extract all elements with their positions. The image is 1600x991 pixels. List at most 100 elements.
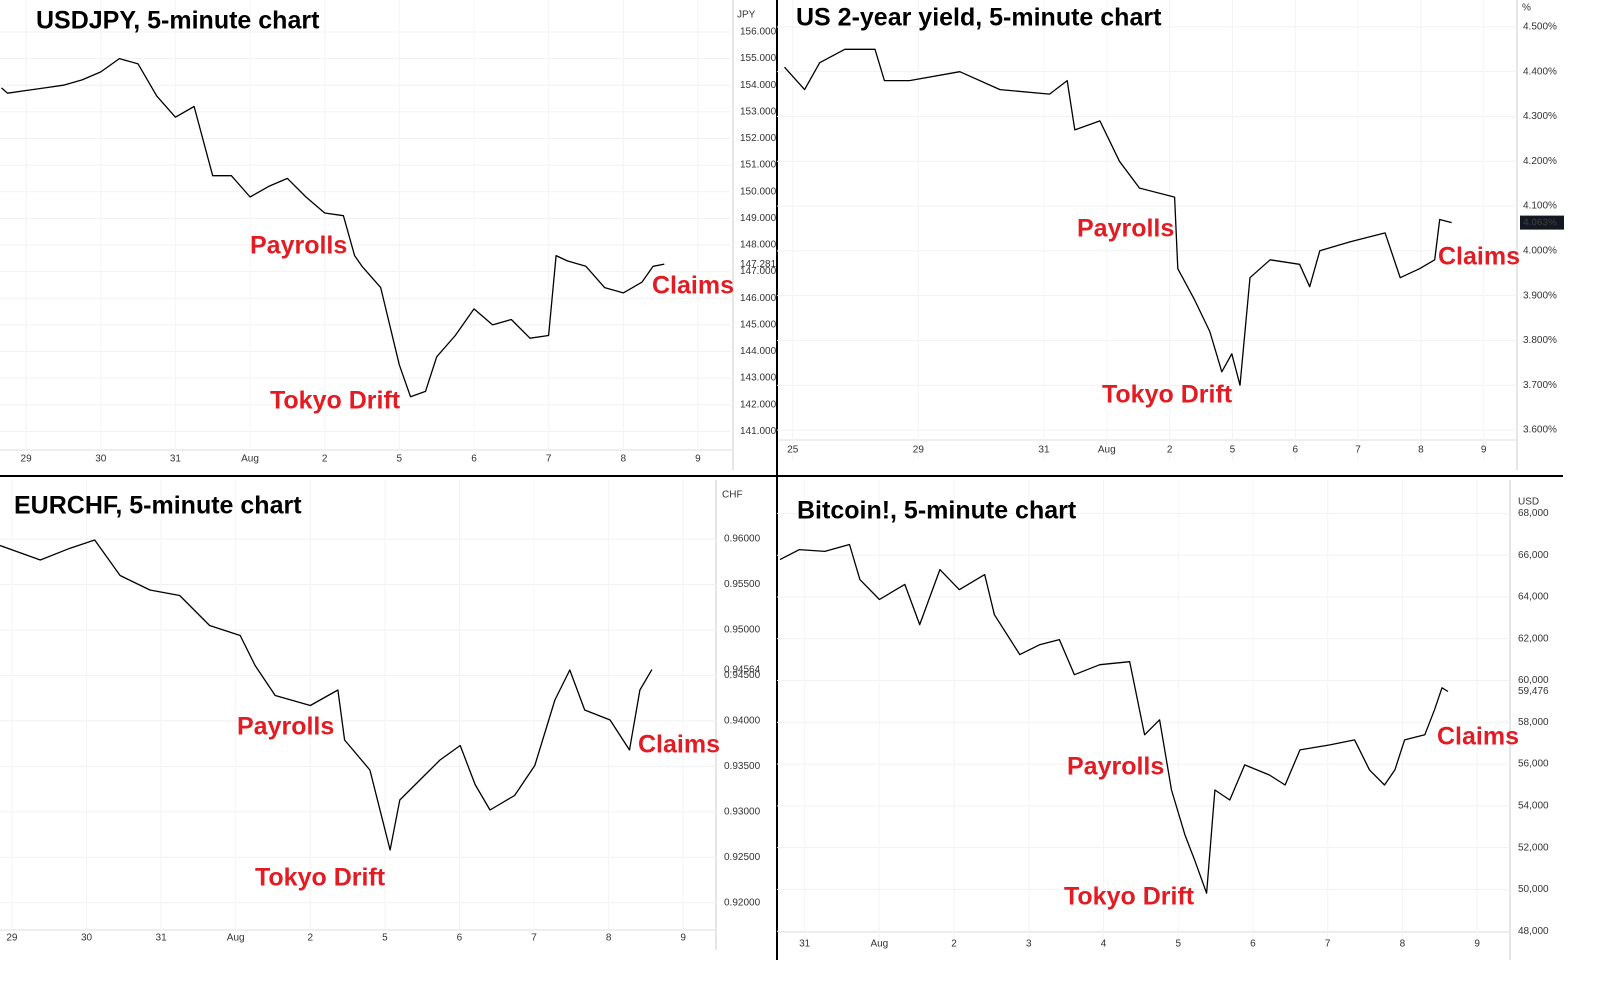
- y-tick-label: 141.000: [740, 426, 777, 437]
- y-tick-label: 154.000: [740, 80, 777, 91]
- annotation: Tokyo Drift: [255, 864, 386, 892]
- y-tick-label: 3.900%: [1523, 290, 1557, 301]
- axis-unit: JPY: [737, 10, 756, 21]
- annotation: Tokyo Drift: [1102, 381, 1233, 409]
- annotation: Payrolls: [1067, 753, 1164, 781]
- x-tick-label: 25: [787, 445, 799, 456]
- x-tick-label: 3: [1026, 939, 1032, 950]
- y-tick-label: 68,000: [1518, 508, 1549, 519]
- x-tick-label: Aug: [870, 939, 888, 950]
- y-tick-label: 146.000: [740, 293, 777, 304]
- y-tick-label: 4.100%: [1523, 201, 1557, 212]
- last-value-label: 147.281: [740, 259, 777, 270]
- x-tick-label: 9: [1474, 939, 1480, 950]
- x-tick-label: 5: [1175, 939, 1181, 950]
- y-tick-label: 62,000: [1518, 633, 1549, 644]
- y-tick-label: 52,000: [1518, 842, 1549, 853]
- x-tick-label: 7: [1355, 445, 1361, 456]
- x-tick-label: 6: [1250, 939, 1256, 950]
- x-tick-label: 7: [531, 933, 537, 944]
- x-tick-label: 6: [1292, 445, 1298, 456]
- y-tick-label: 4.000%: [1523, 245, 1557, 256]
- y-tick-label: 148.000: [740, 240, 777, 251]
- y-tick-label: 4.500%: [1523, 22, 1557, 33]
- y-tick-label: 66,000: [1518, 550, 1549, 561]
- y-tick-label: 151.000: [740, 160, 777, 171]
- y-tick-label: 149.000: [740, 213, 777, 224]
- annotation: Tokyo Drift: [270, 387, 401, 415]
- x-tick-label: 9: [680, 933, 686, 944]
- y-tick-label: 142.000: [740, 399, 777, 410]
- annotation: Payrolls: [237, 713, 334, 741]
- x-tick-label: 30: [81, 933, 93, 944]
- x-tick-label: 2: [951, 939, 957, 950]
- chart-title: USDJPY, 5-minute chart: [36, 7, 320, 35]
- x-tick-label: 8: [1418, 445, 1424, 456]
- y-tick-label: 150.000: [740, 186, 777, 197]
- y-tick-label: 155.000: [740, 53, 777, 64]
- y-tick-label: 60,000: [1518, 675, 1549, 686]
- y-tick-label: 152.000: [740, 133, 777, 144]
- last-value-label: 0.94564: [724, 664, 761, 675]
- x-tick-label: 29: [6, 933, 18, 944]
- x-tick-label: 30: [95, 454, 107, 465]
- x-tick-label: Aug: [1098, 445, 1116, 456]
- x-tick-label: 5: [397, 454, 403, 465]
- y-tick-label: 0.93500: [724, 761, 761, 772]
- x-tick-label: 31: [170, 454, 182, 465]
- x-tick-label: Aug: [241, 454, 259, 465]
- x-tick-label: 7: [1325, 939, 1331, 950]
- y-tick-label: 0.94500: [724, 670, 761, 681]
- annotation: Claims: [652, 272, 734, 300]
- x-tick-label: 5: [1230, 445, 1236, 456]
- y-tick-label: 144.000: [740, 346, 777, 357]
- y-tick-label: 48,000: [1518, 926, 1549, 937]
- y-tick-label: 0.92500: [724, 852, 761, 863]
- x-tick-label: 29: [913, 445, 925, 456]
- x-tick-label: 2: [1167, 445, 1173, 456]
- annotation: Claims: [1437, 723, 1519, 751]
- y-tick-label: 4.400%: [1523, 66, 1557, 77]
- last-value-label: 4.063%: [1523, 217, 1557, 228]
- x-tick-label: 2: [322, 454, 328, 465]
- x-tick-label: 8: [620, 454, 626, 465]
- y-tick-label: 156.000: [740, 27, 777, 38]
- y-tick-label: 147.000: [740, 266, 777, 277]
- annotation: Payrolls: [1077, 215, 1174, 243]
- annotation: Payrolls: [250, 232, 347, 260]
- chart-title: Bitcoin!, 5-minute chart: [797, 497, 1077, 525]
- y-tick-label: 58,000: [1518, 717, 1549, 728]
- x-tick-label: 9: [695, 454, 701, 465]
- last-value-label: 59,476: [1518, 686, 1549, 697]
- axis-unit: %: [1522, 3, 1531, 14]
- annotation: Tokyo Drift: [1064, 883, 1195, 911]
- y-tick-label: 153.000: [740, 106, 777, 117]
- y-tick-label: 0.96000: [724, 534, 761, 545]
- x-tick-label: 31: [156, 933, 168, 944]
- y-tick-label: 50,000: [1518, 884, 1549, 895]
- y-tick-label: 64,000: [1518, 592, 1549, 603]
- y-tick-label: 3.600%: [1523, 425, 1557, 436]
- annotation: Claims: [1438, 243, 1520, 271]
- x-tick-label: 31: [1038, 445, 1050, 456]
- x-tick-label: 2: [307, 933, 313, 944]
- x-tick-label: 6: [471, 454, 477, 465]
- y-tick-label: 0.95000: [724, 625, 761, 636]
- last-value-bg: [1520, 215, 1564, 230]
- x-tick-label: 8: [606, 933, 612, 944]
- x-tick-label: 5: [382, 933, 388, 944]
- x-tick-label: 8: [1400, 939, 1406, 950]
- y-tick-label: 3.700%: [1523, 380, 1557, 391]
- price-line: [784, 48, 1452, 386]
- y-tick-label: 4.200%: [1523, 156, 1557, 167]
- price-line: [1, 57, 665, 398]
- x-tick-label: 7: [546, 454, 552, 465]
- y-tick-label: 0.95500: [724, 579, 761, 590]
- x-tick-label: 9: [1481, 445, 1487, 456]
- axis-unit: USD: [1518, 497, 1539, 508]
- price-line: [0, 539, 653, 851]
- y-tick-label: 143.000: [740, 373, 777, 384]
- y-tick-label: 3.800%: [1523, 335, 1557, 346]
- x-tick-label: 4: [1101, 939, 1107, 950]
- y-tick-label: 145.000: [740, 319, 777, 330]
